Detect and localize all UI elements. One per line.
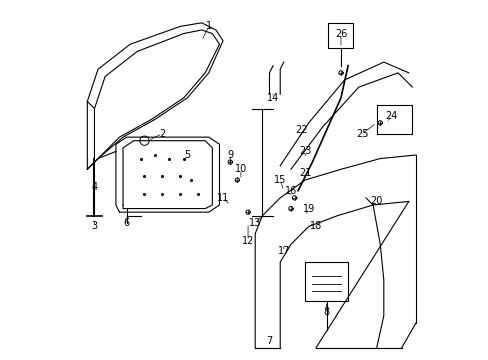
Bar bbox=[328, 23, 353, 48]
Text: 8: 8 bbox=[323, 307, 329, 317]
Text: 25: 25 bbox=[355, 129, 368, 139]
Text: 17: 17 bbox=[277, 247, 289, 256]
Bar bbox=[305, 262, 347, 301]
Text: 12: 12 bbox=[242, 236, 254, 246]
Text: 18: 18 bbox=[309, 221, 322, 231]
Text: 4: 4 bbox=[91, 182, 97, 192]
Text: 23: 23 bbox=[299, 147, 311, 157]
Text: 1: 1 bbox=[205, 21, 211, 31]
Bar bbox=[376, 105, 411, 134]
Text: 15: 15 bbox=[273, 175, 286, 185]
Text: 6: 6 bbox=[123, 218, 129, 228]
Text: 14: 14 bbox=[266, 93, 279, 103]
Text: 2: 2 bbox=[159, 129, 165, 139]
Text: 10: 10 bbox=[234, 164, 246, 174]
Text: 11: 11 bbox=[217, 193, 229, 203]
Text: 21: 21 bbox=[299, 168, 311, 178]
Text: 3: 3 bbox=[91, 221, 97, 231]
Text: 5: 5 bbox=[184, 150, 190, 160]
Text: 13: 13 bbox=[248, 218, 261, 228]
Text: 9: 9 bbox=[227, 150, 233, 160]
Text: 20: 20 bbox=[370, 197, 382, 206]
Text: 7: 7 bbox=[266, 336, 272, 346]
Text: 24: 24 bbox=[384, 111, 396, 121]
Text: 16: 16 bbox=[284, 186, 296, 196]
Text: 19: 19 bbox=[302, 203, 314, 213]
Text: 26: 26 bbox=[334, 28, 346, 39]
Text: 22: 22 bbox=[295, 125, 307, 135]
